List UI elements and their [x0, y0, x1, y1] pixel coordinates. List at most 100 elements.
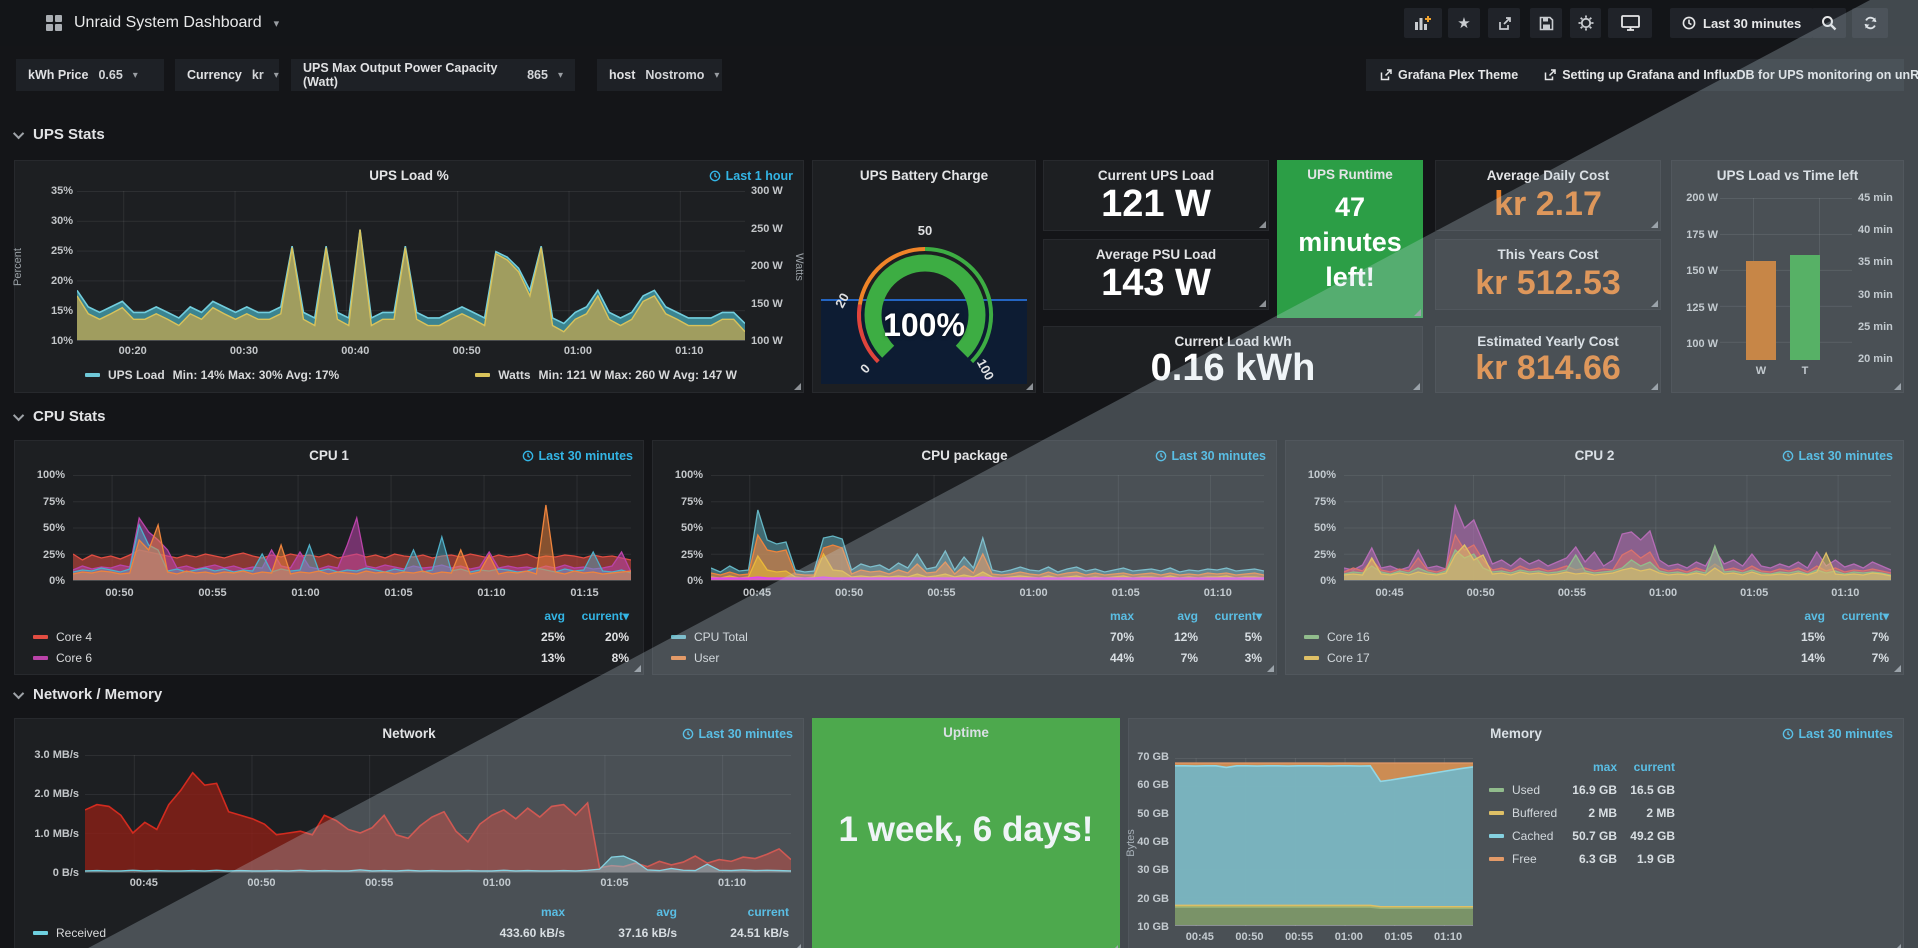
panel-title[interactable]: UPS Load %	[369, 168, 449, 183]
panel-title[interactable]: CPU 1	[309, 448, 349, 463]
legend-sort-header[interactable]: current▾	[1841, 608, 1889, 623]
legend-sort-header[interactable]: avg	[544, 608, 565, 623]
add-panel-button[interactable]	[1404, 8, 1442, 38]
ups-vs-time-chart[interactable]	[1720, 198, 1852, 360]
legend-item[interactable]: Free	[1489, 852, 1559, 866]
cpu2-chart[interactable]	[1344, 475, 1891, 581]
panel-title[interactable]: CPU package	[921, 448, 1008, 463]
bar-w[interactable]	[1746, 261, 1776, 360]
legend-item[interactable]: Received	[33, 926, 453, 940]
star-button[interactable]: ★	[1448, 8, 1480, 38]
link-ups-monitoring-guide[interactable]: Setting up Grafana and InfluxDB for UPS …	[1544, 68, 1918, 82]
cpu-package-chart[interactable]	[711, 475, 1264, 581]
dashboard-links: Grafana Plex Theme Setting up Grafana an…	[1366, 59, 1918, 91]
variable-currency[interactable]: Currency kr ▾	[175, 59, 279, 91]
network-chart[interactable]	[85, 755, 791, 873]
panel-title[interactable]: Current UPS Load	[1097, 168, 1215, 183]
legend-item[interactable]: Sent	[33, 947, 453, 948]
kiosk-mode-button[interactable]	[1608, 8, 1652, 38]
legend-sort-header[interactable]: avg	[1177, 608, 1198, 623]
dashboard-title[interactable]: Unraid System Dashboard	[74, 14, 262, 31]
battery-gauge[interactable]: 0 20 50 100	[813, 161, 1035, 392]
time-range-picker[interactable]: Last 30 minutes	[1670, 8, 1814, 38]
axis-tick: 0%	[687, 575, 703, 587]
panel-title[interactable]: Estimated Yearly Cost	[1477, 334, 1619, 349]
legend-label: User	[694, 650, 720, 665]
legend-sort-header[interactable]: current▾	[581, 608, 629, 623]
search-button[interactable]	[1812, 8, 1846, 38]
bar-t[interactable]	[1790, 255, 1820, 360]
link-grafana-plex-theme[interactable]: Grafana Plex Theme	[1380, 68, 1518, 82]
apps-grid-icon[interactable]	[46, 15, 62, 31]
clock-icon	[1155, 450, 1166, 462]
save-button[interactable]	[1530, 8, 1562, 38]
legend-sort-header[interactable]: current	[1633, 759, 1675, 774]
variable-value[interactable]: 865	[527, 68, 548, 82]
legend-item[interactable]: CPU Total	[671, 630, 1070, 644]
panel-title[interactable]: Network	[382, 726, 436, 741]
legend-item[interactable]: Watts Min: 121 W Max: 260 W Avg: 147 W	[475, 368, 737, 382]
variable-value[interactable]: Nostromo	[645, 68, 705, 82]
memory-chart[interactable]	[1175, 758, 1473, 926]
legend-value: 1.9 GB	[1636, 851, 1675, 866]
legend-label: Received	[56, 925, 107, 940]
legend-sort-header[interactable]: current	[747, 904, 789, 919]
stat-value: 143 W	[1101, 262, 1211, 304]
legend-item[interactable]: Core 4	[33, 630, 501, 644]
panel-title[interactable]: Average PSU Load	[1095, 247, 1217, 262]
legend-item[interactable]: User	[671, 651, 1070, 665]
legend-item[interactable]: UPS Load Min: 14% Max: 30% Avg: 17%	[85, 368, 339, 382]
axis-tick: 00:45	[1375, 587, 1404, 599]
axis-tick: 00:55	[1557, 587, 1586, 599]
legend-sort-header[interactable]: max	[1109, 608, 1134, 623]
legend-value: 50.7 GB	[1572, 828, 1617, 843]
dashboard-breadcrumb[interactable]: Unraid System Dashboard ▾	[46, 0, 279, 46]
panel-title[interactable]: UPS Battery Charge	[859, 168, 989, 183]
legend-sort-header[interactable]: max	[540, 904, 565, 919]
panel-title[interactable]: Average Daily Cost	[1486, 168, 1610, 183]
panel-title[interactable]: UPS Load vs Time left	[1716, 168, 1859, 183]
legend-sort-header[interactable]: current▾	[1214, 608, 1262, 623]
variable-kwh-price[interactable]: kWh Price 0.65 ▾	[16, 59, 164, 91]
variable-value[interactable]: 0.65	[98, 68, 123, 82]
legend-stats: Min: 14% Max: 30% Avg: 17%	[172, 368, 340, 382]
share-button[interactable]	[1488, 8, 1520, 38]
legend-item[interactable]: Core 17	[1304, 651, 1761, 665]
panel-title[interactable]: Current Load kWh	[1174, 334, 1292, 349]
panel-title[interactable]: This Years Cost	[1497, 247, 1599, 262]
section-ups-stats[interactable]: UPS Stats	[12, 126, 105, 143]
section-title: UPS Stats	[33, 126, 105, 143]
settings-button[interactable]	[1570, 8, 1601, 38]
section-title: CPU Stats	[33, 408, 106, 425]
legend-item[interactable]: Core 16	[1304, 630, 1761, 644]
variable-value[interactable]: kr	[251, 68, 264, 82]
chevron-down-icon	[12, 687, 25, 699]
section-network-memory[interactable]: Network / Memory	[12, 686, 162, 703]
panel-title[interactable]: CPU 2	[1574, 448, 1615, 463]
panel-title[interactable]: Uptime	[943, 725, 989, 740]
axis-tick: 01:00	[482, 877, 511, 889]
legend-value: 5%	[1244, 629, 1262, 644]
panel-time-badge: Last 30 minutes	[1782, 449, 1893, 463]
cpu1-chart[interactable]	[73, 475, 631, 581]
legend-item[interactable]: Buffered	[1489, 806, 1559, 820]
legend-sort-header[interactable]: avg	[656, 904, 677, 919]
panel-uptime: Uptime 1 week, 6 days!	[812, 718, 1120, 948]
legend-sort-header[interactable]: max	[1592, 759, 1617, 774]
variable-ups-max-output[interactable]: UPS Max Output Power Capacity (Watt) 865…	[291, 59, 575, 91]
y-axis-label: Percent	[11, 248, 24, 286]
add-panel-icon	[1415, 16, 1431, 30]
legend-sort-header[interactable]: avg	[1804, 608, 1825, 623]
legend-item[interactable]: Cached	[1489, 829, 1559, 843]
legend-item[interactable]: Used	[1489, 783, 1559, 797]
panel-title[interactable]: UPS Runtime	[1307, 167, 1393, 182]
axis-tick: 00:50	[1466, 587, 1495, 599]
refresh-button[interactable]	[1852, 8, 1888, 38]
ups-load-chart[interactable]	[77, 191, 745, 341]
legend-item[interactable]: Core 6	[33, 651, 501, 665]
legend-value: 2 MB	[1646, 805, 1675, 820]
external-link-icon	[1380, 69, 1392, 81]
variable-host[interactable]: host Nostromo ▾	[597, 59, 722, 91]
section-cpu-stats[interactable]: CPU Stats	[12, 408, 106, 425]
panel-title[interactable]: Memory	[1490, 726, 1542, 741]
